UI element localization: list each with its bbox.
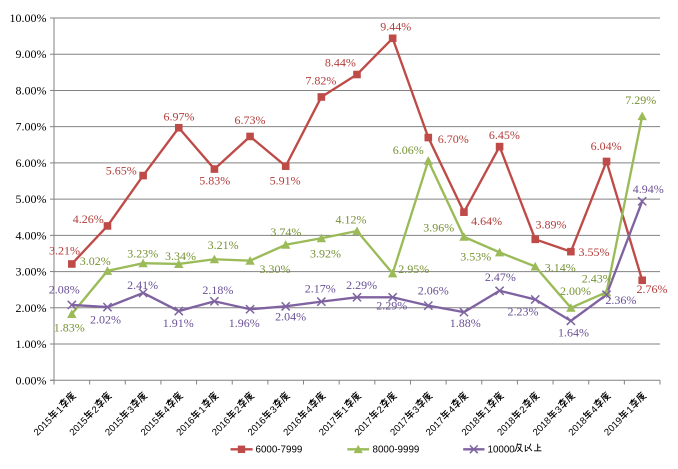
svg-text:5.00%: 5.00% <box>16 192 47 206</box>
svg-text:2: 2 <box>232 404 244 416</box>
svg-text:2.08%: 2.08% <box>49 283 80 297</box>
svg-text:6.00%: 6.00% <box>16 156 47 170</box>
svg-text:1.88%: 1.88% <box>450 316 481 330</box>
svg-text:9.00%: 9.00% <box>16 47 47 61</box>
svg-text:3.96%: 3.96% <box>423 221 454 235</box>
svg-text:3: 3 <box>411 404 423 416</box>
svg-text:1.91%: 1.91% <box>163 316 194 330</box>
svg-text:10.00%: 10.00% <box>10 11 47 25</box>
svg-text:2: 2 <box>90 404 102 416</box>
svg-text:3.92%: 3.92% <box>310 247 341 261</box>
svg-text:6.70%: 6.70% <box>438 132 469 146</box>
svg-text:1.83%: 1.83% <box>54 321 85 335</box>
svg-text:2.47%: 2.47% <box>485 270 516 284</box>
svg-text:5.83%: 5.83% <box>199 174 230 188</box>
svg-text:2.76%: 2.76% <box>637 282 668 296</box>
svg-text:3.23%: 3.23% <box>127 246 158 260</box>
svg-text:2.43%: 2.43% <box>582 272 613 286</box>
svg-text:2.23%: 2.23% <box>508 304 539 318</box>
svg-text:6.04%: 6.04% <box>591 139 622 153</box>
svg-text:3: 3 <box>125 404 137 416</box>
svg-text:6.97%: 6.97% <box>164 109 195 123</box>
svg-text:5.91%: 5.91% <box>270 174 301 188</box>
svg-text:2.95%: 2.95% <box>398 262 429 276</box>
svg-text:2.00%: 2.00% <box>16 301 47 315</box>
svg-text:3.21%: 3.21% <box>49 243 80 257</box>
svg-text:8000-9999: 8000-9999 <box>373 445 420 456</box>
svg-text:7.82%: 7.82% <box>305 73 336 87</box>
svg-text:1: 1 <box>54 404 66 416</box>
svg-text:8.44%: 8.44% <box>325 55 356 69</box>
svg-text:2.36%: 2.36% <box>605 293 636 307</box>
svg-text:2.17%: 2.17% <box>305 281 336 295</box>
svg-text:2.18%: 2.18% <box>202 283 233 297</box>
svg-text:2.00%: 2.00% <box>560 284 591 298</box>
svg-text:2.41%: 2.41% <box>127 278 158 292</box>
svg-text:4.94%: 4.94% <box>633 182 664 196</box>
svg-text:3.00%: 3.00% <box>16 265 47 279</box>
svg-text:4.64%: 4.64% <box>471 214 502 228</box>
svg-text:3.34%: 3.34% <box>165 249 196 263</box>
svg-text:9.44%: 9.44% <box>380 20 411 34</box>
svg-text:1.96%: 1.96% <box>229 316 260 330</box>
svg-text:1: 1 <box>197 404 209 416</box>
svg-text:3: 3 <box>268 404 280 416</box>
svg-text:3.14%: 3.14% <box>545 261 576 275</box>
svg-text:3.55%: 3.55% <box>579 245 610 259</box>
svg-text:2.04%: 2.04% <box>275 310 306 324</box>
svg-text:3.30%: 3.30% <box>260 262 291 276</box>
svg-text:6000-7999: 6000-7999 <box>256 445 303 456</box>
svg-text:1: 1 <box>482 404 494 416</box>
svg-text:1.00%: 1.00% <box>16 337 47 351</box>
svg-text:2.29%: 2.29% <box>376 299 407 313</box>
svg-text:4.12%: 4.12% <box>336 212 367 226</box>
svg-text:2.06%: 2.06% <box>418 284 449 298</box>
svg-text:1: 1 <box>339 404 351 416</box>
svg-text:3.74%: 3.74% <box>270 225 301 239</box>
svg-text:1: 1 <box>625 404 637 416</box>
svg-text:3.02%: 3.02% <box>80 254 111 268</box>
svg-text:7.29%: 7.29% <box>625 93 656 107</box>
svg-text:3.53%: 3.53% <box>460 249 491 263</box>
svg-text:3: 3 <box>553 404 565 416</box>
svg-text:6.06%: 6.06% <box>393 143 424 157</box>
svg-text:4.00%: 4.00% <box>16 228 47 242</box>
svg-text:2: 2 <box>375 404 387 416</box>
svg-text:2.29%: 2.29% <box>346 278 377 292</box>
svg-text:7.00%: 7.00% <box>16 120 47 134</box>
svg-text:3.21%: 3.21% <box>208 238 239 252</box>
svg-text:2.02%: 2.02% <box>90 312 121 326</box>
svg-text:0.00%: 0.00% <box>16 373 47 387</box>
svg-text:8.00%: 8.00% <box>16 83 47 97</box>
svg-text:6.73%: 6.73% <box>235 113 266 127</box>
svg-text:3.89%: 3.89% <box>536 218 567 232</box>
svg-text:1.64%: 1.64% <box>558 326 589 340</box>
svg-text:5.65%: 5.65% <box>106 163 137 177</box>
svg-text:4.26%: 4.26% <box>73 212 104 226</box>
svg-text:6.45%: 6.45% <box>489 128 520 142</box>
svg-text:10000: 10000 <box>488 445 516 456</box>
svg-text:2: 2 <box>518 404 530 416</box>
